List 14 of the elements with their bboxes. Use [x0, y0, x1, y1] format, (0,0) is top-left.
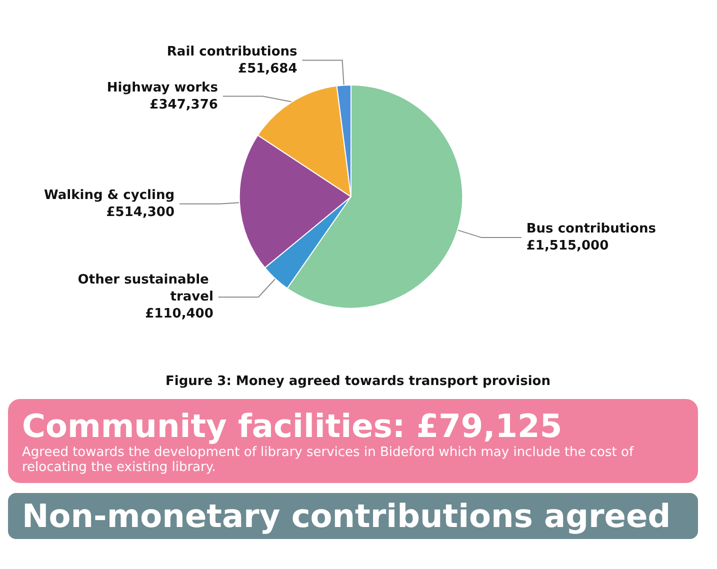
slice-label: Other sustainable travel [78, 272, 214, 305]
slice-label: Rail contributions [166, 44, 298, 60]
text: Community facilities: £79,125 [22, 407, 564, 445]
data-label: £51,684 [238, 61, 298, 76]
data-label: £347,376 [150, 97, 218, 112]
data-label: £514,300 [106, 204, 175, 220]
slice-label: Highway works [106, 80, 218, 96]
text: Agreed towards the development of library services in Bideford which may include the cost of relocating the existing library. [22, 445, 635, 475]
data-label: £110,400 [145, 306, 214, 322]
slice-label: Bus contributions [526, 222, 656, 237]
text: Figure 3: Money agreed towards transport provision [166, 374, 550, 389]
data-label: £1,515,000 [526, 238, 609, 254]
text: Non-monetary contributions agreed [8, 493, 698, 539]
slice-label: Walking & cycling [44, 188, 175, 203]
